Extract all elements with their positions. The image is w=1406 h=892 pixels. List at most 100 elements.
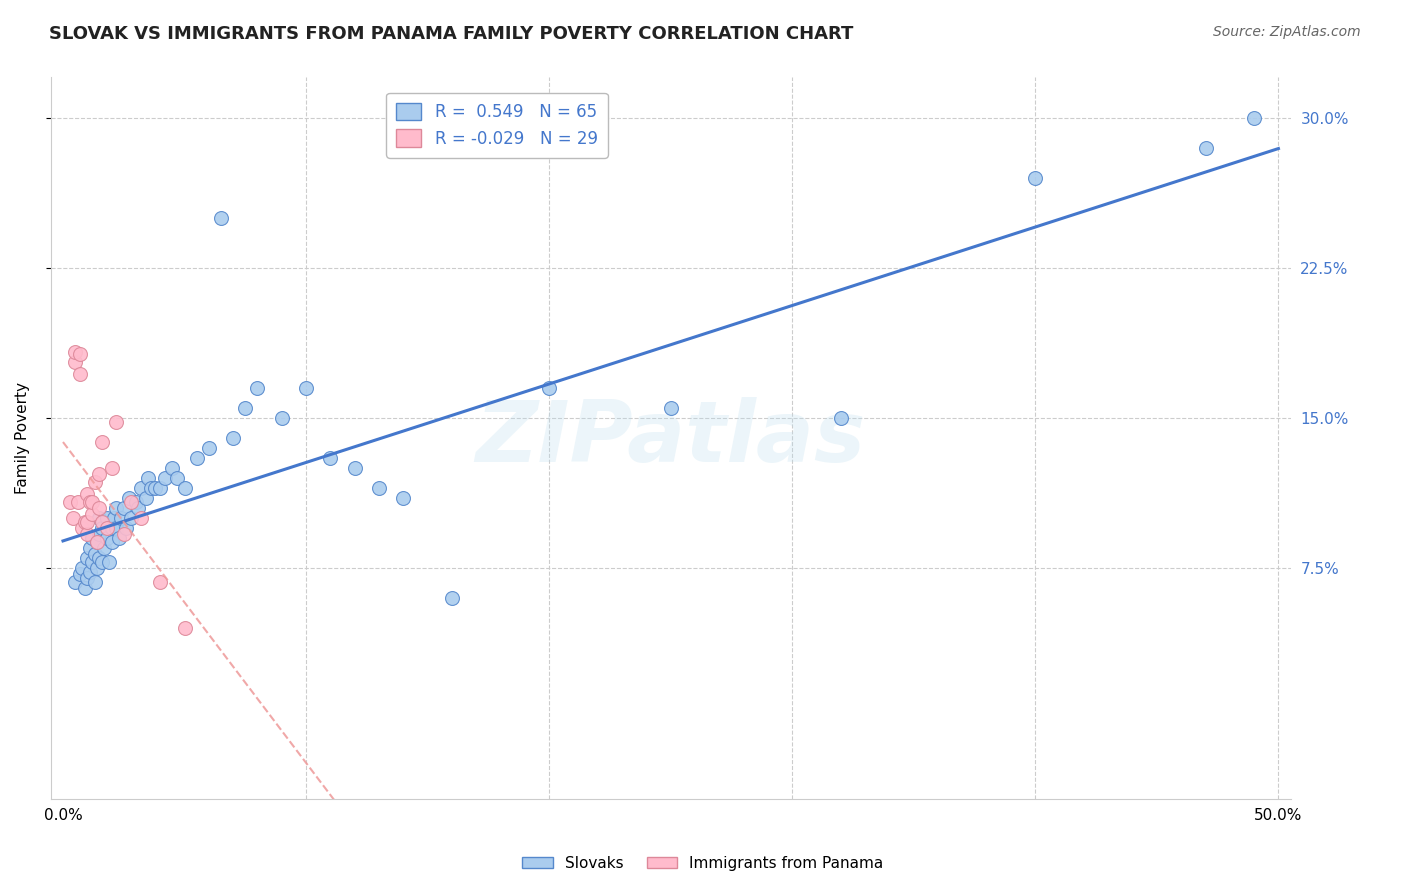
Point (69, 567, 91, 582)
Text: Source: ZipAtlas.com: Source: ZipAtlas.com (1213, 25, 1361, 39)
Point (129, 481, 152, 495)
Point (173, 622, 195, 636)
Point (136, 471, 159, 485)
Point (162, 461, 184, 475)
Point (79, 495, 101, 509)
Point (100, 535, 122, 549)
Point (89, 527, 111, 541)
Text: ZIPatlas: ZIPatlas (475, 397, 866, 480)
Point (112, 501, 135, 516)
Point (66, 495, 89, 509)
Point (343, 461, 366, 475)
Point (127, 501, 149, 516)
Point (538, 381, 561, 395)
Point (76, 571, 98, 585)
Point (143, 481, 166, 495)
Point (90, 515, 112, 529)
Point (1024, 170, 1046, 185)
Point (830, 411, 852, 425)
Point (82, 555, 104, 569)
Point (319, 451, 342, 466)
Y-axis label: Family Poverty: Family Poverty (15, 382, 30, 494)
Point (79, 541, 101, 556)
Point (62, 511, 84, 525)
Point (76, 487, 98, 501)
Point (233, 401, 256, 415)
Point (295, 381, 318, 395)
Point (86, 535, 108, 549)
Point (209, 211, 232, 225)
Point (83, 475, 105, 490)
Point (149, 575, 172, 590)
Point (110, 511, 132, 525)
Point (139, 481, 162, 495)
Point (440, 591, 463, 606)
Legend: R =  0.549   N = 65, R = -0.029   N = 29: R = 0.549 N = 65, R = -0.029 N = 29 (387, 93, 607, 158)
Point (149, 481, 172, 495)
Point (96, 511, 118, 525)
Point (76, 515, 98, 529)
Point (90, 555, 112, 569)
Point (72, 521, 94, 535)
Point (83, 575, 105, 590)
Point (105, 501, 128, 516)
Point (69, 347, 91, 361)
Point (105, 521, 128, 535)
Point (392, 491, 415, 506)
Point (82, 531, 104, 545)
Point (222, 431, 245, 445)
Point (112, 527, 135, 541)
Point (72, 561, 94, 575)
Point (86, 561, 108, 575)
Point (82, 495, 104, 509)
Point (153, 471, 176, 485)
Point (76, 551, 98, 566)
Point (79, 566, 101, 580)
Point (173, 481, 195, 495)
Point (59, 495, 82, 509)
Point (89, 467, 111, 482)
Point (89, 551, 111, 566)
Point (98, 555, 121, 569)
Point (103, 511, 125, 525)
Point (73, 515, 96, 529)
Point (186, 451, 208, 466)
Text: SLOVAK VS IMMIGRANTS FROM PANAMA FAMILY POVERTY CORRELATION CHART: SLOVAK VS IMMIGRANTS FROM PANAMA FAMILY … (49, 25, 853, 43)
Point (108, 531, 131, 545)
Point (86, 535, 108, 549)
Point (198, 441, 221, 455)
Point (82, 507, 104, 521)
Point (120, 511, 142, 525)
Point (117, 491, 139, 506)
Point (100, 521, 122, 535)
Point (120, 495, 142, 509)
Point (115, 521, 138, 535)
Point (90, 435, 112, 450)
Point (129, 511, 152, 525)
Point (1243, 111, 1265, 125)
Point (96, 531, 118, 545)
Point (368, 481, 391, 495)
Point (125, 495, 148, 509)
Point (89, 501, 111, 516)
Point (76, 527, 98, 541)
Point (96, 521, 118, 535)
Point (659, 401, 682, 415)
Point (166, 471, 188, 485)
Point (73, 582, 96, 596)
Point (63, 355, 86, 369)
Point (63, 575, 86, 590)
Point (93, 541, 115, 556)
Point (1194, 140, 1216, 154)
Point (83, 547, 105, 561)
Point (89, 511, 111, 525)
Point (63, 345, 86, 359)
Point (105, 415, 128, 429)
Point (270, 411, 292, 425)
Point (90, 521, 112, 535)
Point (246, 381, 269, 395)
Point (100, 461, 122, 475)
Point (69, 367, 91, 381)
Point (135, 491, 157, 506)
Legend: Slovaks, Immigrants from Panama: Slovaks, Immigrants from Panama (516, 850, 890, 877)
